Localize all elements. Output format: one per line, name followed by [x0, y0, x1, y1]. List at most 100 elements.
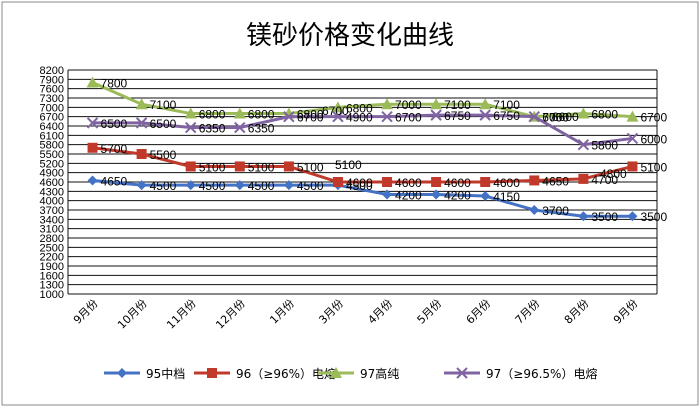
y-tick-label: 2800: [40, 233, 64, 245]
data-point: [529, 205, 540, 215]
y-tick-label: 7900: [40, 74, 64, 86]
extra-label-0: 6700: [322, 104, 349, 118]
data-point: [283, 110, 295, 123]
data-label: 6350: [248, 122, 275, 136]
data-point: [234, 121, 246, 134]
data-label: 4600: [444, 176, 471, 190]
legend-marker: [117, 368, 127, 378]
legend: 95中档 96（≥96%）电熔 97高纯 97（≥96.5%）电熔: [104, 366, 597, 381]
data-point: [479, 98, 492, 110]
data-label: 4500: [199, 179, 226, 193]
data-label: 6750: [493, 109, 520, 123]
data-point: [234, 161, 245, 172]
data-point: [627, 211, 638, 222]
chart-title: 镁砂价格变化曲线: [246, 21, 454, 51]
data-label: 4650: [101, 174, 128, 188]
data-point: [626, 132, 639, 145]
y-tick-label: 7300: [40, 93, 64, 105]
data-point: [185, 180, 196, 191]
y-tick-label: 4600: [40, 177, 64, 189]
data-point: [135, 98, 148, 110]
data-point: [431, 189, 442, 200]
data-label: 4600: [395, 176, 422, 190]
data-point: [184, 107, 197, 119]
data-label: 6700: [297, 111, 324, 125]
y-tick-label: 7600: [40, 84, 64, 96]
data-label: 6700: [542, 111, 569, 125]
data-point: [529, 175, 540, 186]
data-point: [332, 110, 344, 123]
legend-marker: [207, 368, 217, 378]
y-tick-label: 6400: [40, 121, 64, 133]
y-tick-label: 1000: [40, 289, 64, 301]
legend-marker: [456, 367, 468, 379]
data-labels: 4650 4500 4500 4500 4500 4500 4200 4200 4150 3700…: [101, 76, 668, 224]
data-point: [332, 177, 343, 187]
data-label: 5100: [297, 160, 324, 174]
legend-item: 95中档: [104, 366, 185, 381]
extra-data-labels: 6700 6600 4800 5100: [322, 104, 627, 181]
data-label: 4650: [542, 174, 569, 188]
legend-item: 97（≥96.5%）电熔: [444, 366, 597, 381]
legend-label: 96（≥96%）电熔: [236, 366, 336, 381]
data-label: 4500: [248, 179, 275, 193]
data-label: 7000: [395, 98, 422, 112]
data-label: 5100: [248, 160, 275, 174]
legend-label: 97（≥96.5%）电熔: [486, 366, 597, 381]
data-point: [381, 98, 394, 110]
data-label: 4700: [591, 173, 618, 187]
y-tick-label: 3400: [40, 214, 64, 226]
data-label: 5100: [640, 160, 667, 174]
data-label: 7050: [542, 111, 569, 125]
data-label: 3500: [640, 210, 667, 224]
y-tick-label: 7000: [40, 102, 64, 114]
data-point: [86, 117, 99, 129]
data-point: [430, 98, 443, 110]
y-tick-label: 1900: [40, 261, 64, 273]
legend-label: 97高纯: [360, 366, 399, 381]
y-tick-label: 1300: [40, 280, 64, 292]
data-point: [430, 109, 442, 121]
extra-label-1: 6600: [552, 110, 579, 124]
data-point: [136, 149, 147, 159]
y-tick-label: 6700: [40, 112, 64, 124]
data-label: 5800: [591, 139, 618, 153]
data-label: 7100: [444, 98, 471, 112]
legend-item: 96（≥96%）电熔: [194, 366, 336, 381]
data-label: 6700: [395, 111, 422, 125]
data-point: [283, 180, 294, 191]
data-label: 6700: [640, 111, 667, 125]
data-label: 4500: [297, 179, 324, 193]
data-label: 6500: [150, 117, 177, 131]
y-tick-label: 8200: [40, 65, 64, 77]
y-tick-label: 4000: [40, 196, 64, 208]
data-label: 4900: [346, 111, 373, 125]
data-label: 7100: [493, 98, 520, 112]
data-label: 6800: [346, 101, 373, 115]
legend-marker: [330, 367, 342, 378]
data-point: [86, 76, 99, 88]
data-point: [331, 101, 344, 113]
data-point: [626, 110, 639, 122]
data-point: [135, 117, 148, 129]
y-tick-label: 4300: [40, 186, 64, 198]
data-point: [382, 189, 393, 200]
data-label: 5500: [150, 148, 177, 162]
series-line: [92, 146, 633, 184]
data-point: [480, 177, 491, 187]
y-tick-label: 2200: [40, 252, 64, 264]
data-point: [578, 211, 589, 222]
data-point: [480, 191, 491, 201]
data-point: [431, 177, 442, 187]
series-line: [92, 113, 633, 147]
data-label: 3500: [591, 210, 618, 224]
y-tick-label: 2500: [40, 242, 64, 254]
data-point: [185, 121, 197, 134]
y-tick-label: 5200: [40, 158, 64, 170]
y-tick-label: 3100: [40, 224, 64, 236]
series-lines: [86, 76, 639, 222]
data-label: 6800: [297, 108, 324, 122]
